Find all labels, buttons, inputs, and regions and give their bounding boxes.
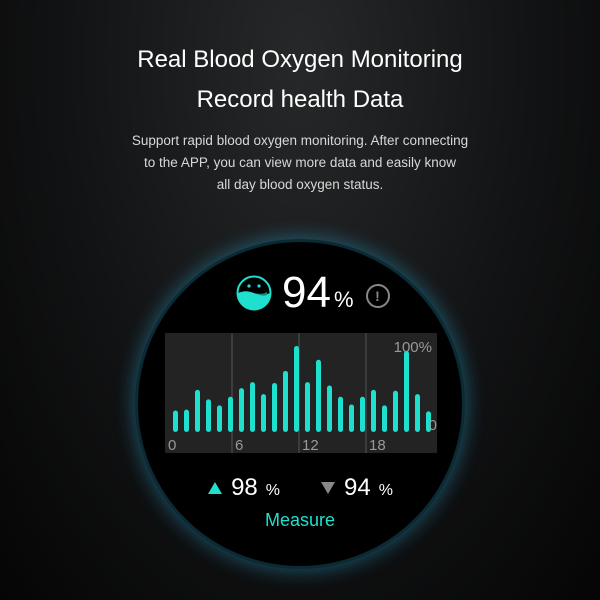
- bar: [305, 382, 310, 432]
- bar: [173, 410, 178, 432]
- description-line: all day blood oxygen status.: [216, 177, 384, 192]
- bar: [272, 382, 277, 432]
- bar: [250, 382, 255, 432]
- description-line: Support rapid blood oxygen monitoring. A…: [131, 133, 469, 148]
- bar: [217, 405, 222, 432]
- bar: [327, 385, 332, 432]
- bar: [360, 396, 365, 432]
- x-tick-label: 12: [302, 437, 319, 453]
- bar: [261, 394, 266, 432]
- description: Support rapid blood oxygen monitoring. A…: [100, 130, 500, 196]
- bar: [349, 404, 354, 432]
- max-stat: 98%: [207, 474, 280, 502]
- description-line: to the APP, you can view more data and e…: [144, 155, 456, 170]
- spo2-reading: 94 % !: [236, 268, 390, 318]
- chart-svg: 0 6 12 18 100% 0: [168, 333, 437, 453]
- min-value: 94: [344, 474, 371, 501]
- bar: [283, 370, 288, 432]
- subheadline: Record health Data: [196, 86, 404, 113]
- x-tick-label: 6: [235, 437, 243, 453]
- bar: [206, 399, 211, 432]
- bar: [404, 351, 409, 432]
- x-tick-label: 0: [168, 437, 176, 453]
- spo2-unit: %: [333, 287, 354, 312]
- bar: [294, 346, 299, 432]
- bar: [338, 396, 343, 432]
- min-stat: 94%: [320, 474, 393, 502]
- y-bottom-label: 0: [429, 417, 437, 434]
- measure-button[interactable]: Measure: [264, 510, 336, 530]
- min-unit: %: [378, 482, 393, 499]
- headline: Real Blood Oxygen Monitoring: [137, 46, 463, 73]
- triangle-down-icon: [321, 482, 335, 494]
- bar: [316, 359, 321, 432]
- bar: [239, 388, 244, 432]
- stats-row: 98% 94%: [0, 474, 600, 502]
- max-unit: %: [265, 482, 280, 499]
- max-value: 98: [231, 474, 258, 501]
- exclamation-circle-icon[interactable]: !: [365, 284, 390, 308]
- bar: [184, 409, 189, 432]
- spo2-value: 94: [282, 268, 331, 317]
- bar: [382, 405, 387, 432]
- bar: [393, 390, 398, 432]
- bar: [195, 389, 200, 432]
- blood-oxygen-icon: [236, 275, 272, 311]
- bar: [415, 394, 420, 432]
- triangle-up-icon: [208, 482, 223, 494]
- bar: [371, 389, 376, 432]
- spo2-chart: 0 6 12 18 100% 0: [165, 333, 437, 453]
- y-top-label: 100%: [394, 339, 432, 356]
- bar: [228, 396, 233, 432]
- bar: [426, 411, 431, 432]
- x-tick-label: 18: [369, 437, 386, 453]
